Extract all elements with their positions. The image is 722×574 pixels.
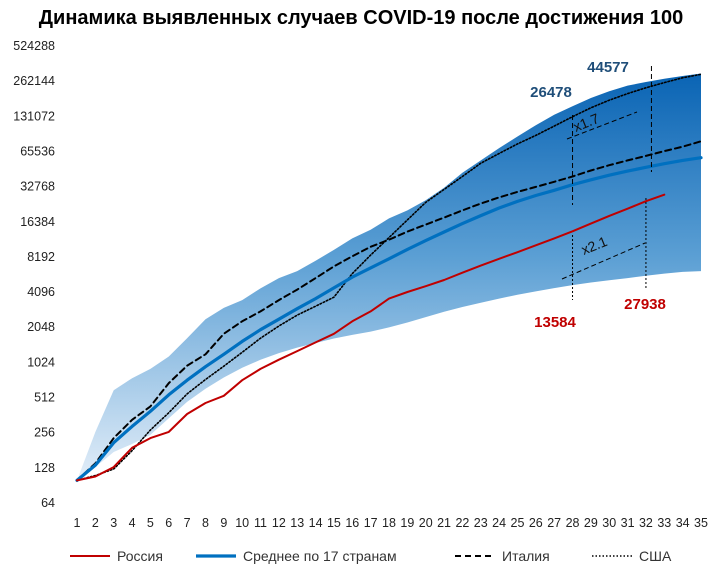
y-tick-label: 1024 xyxy=(27,355,55,369)
x-tick-label: 11 xyxy=(254,516,267,530)
annotation-26478: 26478 xyxy=(530,84,572,101)
series-line-1 xyxy=(75,156,703,482)
y-tick-label: 262144 xyxy=(13,74,55,88)
x-tick-label: 17 xyxy=(364,516,378,530)
y-tick-label: 131072 xyxy=(13,109,55,123)
x-tick-label: 34 xyxy=(676,516,690,530)
x-tick-label: 13 xyxy=(290,516,304,530)
x-tick-label: 30 xyxy=(602,516,616,530)
x-tick-label: 22 xyxy=(455,516,469,530)
legend-item-1: Среднее по 17 странам xyxy=(196,548,397,564)
y-tick-label: 128 xyxy=(34,461,55,475)
x-tick-label: 23 xyxy=(474,516,488,530)
x-tick-label: 24 xyxy=(492,516,506,530)
x-tick-label: 14 xyxy=(309,516,323,530)
x-tick-label: 3 xyxy=(110,516,117,530)
legend-item-2: Италия xyxy=(455,548,550,564)
legend-item-0: Россия xyxy=(70,548,163,564)
legend-label: США xyxy=(639,548,672,564)
chart-title: Динамика выявленных случаев COVID-19 пос… xyxy=(39,7,683,29)
x-tick-label: 32 xyxy=(639,516,653,530)
x-tick-label: 31 xyxy=(621,516,635,530)
annotation-13584: 13584 xyxy=(534,314,576,331)
legend-label: Россия xyxy=(117,548,163,564)
x-tick-label: 10 xyxy=(235,516,249,530)
x-tick-label: 1 xyxy=(74,516,81,530)
x-tick-label: 19 xyxy=(400,516,414,530)
x-tick-label: 25 xyxy=(511,516,525,530)
y-tick-label: 524288 xyxy=(13,39,55,53)
x-tick-label: 12 xyxy=(272,516,286,530)
x-tick-label: 27 xyxy=(547,516,561,530)
y-tick-label: 65536 xyxy=(20,144,55,158)
legend-label: Среднее по 17 странам xyxy=(243,548,397,564)
range-band xyxy=(77,73,701,481)
x-tick-label: 2 xyxy=(92,516,99,530)
slope-line-x2-1 xyxy=(561,242,646,280)
annotation-27938: 27938 xyxy=(624,296,666,313)
y-tick-label: 8192 xyxy=(27,250,55,264)
x-tick-label: 26 xyxy=(529,516,543,530)
y-tick-label: 2048 xyxy=(27,320,55,334)
legend-item-3: США xyxy=(592,548,672,564)
x-tick-label: 5 xyxy=(147,516,154,530)
series-line-2 xyxy=(76,140,702,482)
y-tick-label: 32768 xyxy=(20,180,55,194)
x-tick-label: 35 xyxy=(694,516,708,530)
x-tick-label: 18 xyxy=(382,516,396,530)
x-tick-label: 9 xyxy=(220,516,227,530)
x-tick-label: 21 xyxy=(437,516,451,530)
x-tick-label: 28 xyxy=(566,516,580,530)
x-tick-label: 4 xyxy=(129,516,136,530)
slope-line-x1-7 xyxy=(566,111,638,140)
x-tick-label: 16 xyxy=(345,516,359,530)
x-tick-label: 33 xyxy=(657,516,671,530)
series-line-0 xyxy=(76,193,666,482)
y-tick-label: 512 xyxy=(34,391,55,405)
x-tick-label: 6 xyxy=(165,516,172,530)
x-tick-label: 20 xyxy=(419,516,433,530)
y-tick-label: 16384 xyxy=(20,215,55,229)
y-tick-label: 64 xyxy=(41,496,55,510)
x-tick-label: 29 xyxy=(584,516,598,530)
annotation-44577: 44577 xyxy=(587,59,629,76)
series-line-3 xyxy=(76,73,702,482)
y-tick-label: 4096 xyxy=(27,285,55,299)
y-tick-label: 256 xyxy=(34,426,55,440)
x-tick-label: 7 xyxy=(184,516,191,530)
x-tick-label: 15 xyxy=(327,516,341,530)
x-tick-label: 8 xyxy=(202,516,209,530)
legend-label: Италия xyxy=(502,548,550,564)
